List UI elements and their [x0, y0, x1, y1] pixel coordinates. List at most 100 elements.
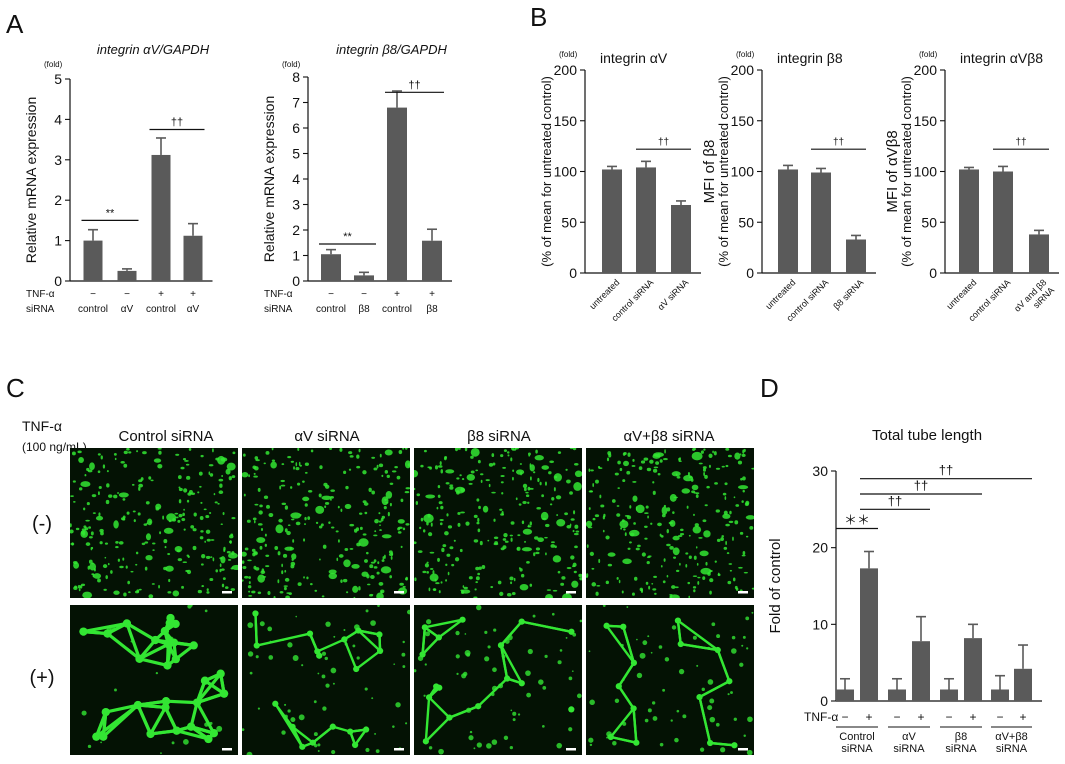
cell-dot	[367, 583, 371, 586]
cell-dot	[113, 494, 118, 499]
cell-dot	[298, 461, 301, 466]
cell-dot	[654, 592, 657, 595]
cell-dot	[557, 451, 562, 454]
c-col-av: αV siRNA	[294, 428, 359, 445]
a2-ytick-label-2: 2	[292, 222, 300, 238]
cell-dot	[415, 500, 419, 505]
d-tnf-1: +	[865, 710, 872, 724]
cell-dot	[437, 465, 443, 468]
cell-dot	[607, 552, 616, 557]
cell-dot	[696, 562, 699, 566]
cell-dot	[486, 743, 492, 749]
cell-dot	[322, 544, 327, 549]
cell-dot	[295, 521, 301, 526]
cell-dot	[570, 555, 575, 560]
cell-dot	[487, 539, 490, 542]
cell-dot	[204, 609, 208, 613]
cell-dot	[672, 511, 675, 515]
cell-dot	[697, 576, 701, 579]
cell-dot	[269, 640, 272, 643]
cell-dot	[468, 482, 473, 485]
b2-ylabel-1: (% of mean for untreated control)	[716, 76, 731, 267]
cell-dot	[685, 552, 689, 555]
b2-xcat-2-part-0: β8 siRNA	[831, 277, 865, 311]
cell-dot	[466, 652, 471, 657]
b1-ytick-label-1: 50	[561, 214, 577, 230]
cell-dot	[726, 552, 730, 555]
cell-dot	[699, 550, 709, 557]
b3-bar-2	[1029, 234, 1049, 273]
cell-dot	[303, 538, 306, 542]
cell-dot	[619, 520, 629, 529]
cell-dot	[230, 533, 234, 536]
a1-row1-cell-1: αV	[121, 304, 134, 315]
cell-dot	[552, 555, 562, 563]
cell-dot	[387, 511, 390, 517]
cell-dot	[254, 503, 259, 506]
tube-segment	[125, 621, 157, 642]
micrograph-plus-6	[414, 605, 582, 755]
tube-segment	[101, 703, 140, 739]
cell-dot	[514, 448, 520, 450]
cell-dot	[516, 547, 519, 551]
cell-dot	[692, 635, 697, 640]
cell-dot	[339, 448, 343, 452]
cell-dot	[435, 582, 440, 585]
cell-dot	[315, 521, 319, 525]
cell-dot	[646, 556, 651, 559]
cell-dot	[707, 572, 711, 576]
cell-dot	[692, 575, 698, 578]
cell-dot	[440, 505, 444, 510]
cell-dot	[217, 502, 220, 505]
cell-dot	[430, 522, 433, 527]
cell-dot	[549, 503, 553, 506]
cell-dot	[438, 501, 443, 505]
d-tnf-3: +	[917, 710, 924, 724]
cell-dot	[606, 457, 610, 462]
cell-dot	[405, 722, 408, 725]
scale-bar	[738, 748, 748, 751]
cell-dot	[507, 454, 510, 457]
cell-dot	[588, 468, 591, 472]
cell-dot	[732, 577, 736, 582]
cell-dot	[249, 671, 253, 675]
cell-dot	[447, 571, 450, 576]
cell-dot	[148, 594, 154, 598]
cell-dot	[103, 588, 107, 591]
cell-dot	[182, 512, 185, 517]
a2-ytick-label-6: 6	[292, 120, 300, 136]
cell-dot	[696, 664, 699, 667]
cell-dot	[652, 490, 656, 495]
micrograph-bg	[586, 605, 754, 755]
cell-dot	[213, 492, 216, 496]
cell-dot	[291, 558, 294, 561]
cell-dot	[384, 449, 393, 456]
micrograph-content	[588, 605, 754, 755]
cell-dot	[527, 525, 532, 528]
cell-dot	[83, 507, 86, 511]
cell-dot	[325, 621, 331, 627]
cell-dot	[439, 519, 444, 522]
cell-dot	[529, 521, 532, 526]
a1-sig-label-1: ††	[171, 117, 183, 129]
cell-dot	[737, 460, 743, 465]
cell-dot	[399, 582, 404, 586]
cell-dot	[222, 511, 225, 516]
tube-node	[309, 739, 317, 746]
cell-dot	[734, 452, 741, 460]
cell-dot	[321, 595, 325, 598]
cell-dot	[288, 592, 292, 596]
cell-dot	[591, 582, 597, 587]
b1-ytick-label-4: 200	[554, 62, 578, 78]
cell-dot	[648, 585, 651, 590]
cell-dot	[445, 579, 448, 582]
cell-dot	[279, 485, 282, 490]
tube-segment	[520, 620, 573, 633]
cell-dot	[219, 483, 223, 488]
cell-dot	[255, 655, 259, 659]
cell-dot	[385, 490, 393, 499]
cell-dot	[659, 459, 663, 463]
cell-dot	[657, 522, 662, 527]
cell-dot	[178, 513, 183, 518]
cell-dot	[619, 467, 623, 472]
